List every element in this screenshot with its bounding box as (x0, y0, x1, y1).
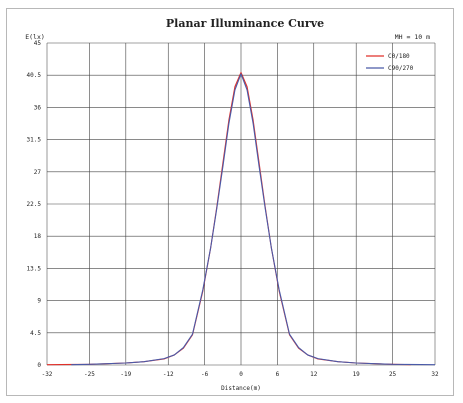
y-tick-label: 40.5 (27, 72, 42, 79)
x-tick-label: -6 (201, 371, 209, 378)
x-tick-label: -25 (84, 371, 95, 378)
series-line-c90-270 (71, 73, 436, 366)
x-tick-label: -19 (120, 371, 131, 378)
y-tick-label: 45 (34, 40, 42, 47)
chart-grid (46, 42, 436, 366)
x-tick-label: -32 (42, 371, 53, 378)
y-tick-label: 27 (34, 169, 42, 176)
x-tick-label: 12 (310, 371, 318, 378)
legend-label-c0: C0/180 (388, 53, 410, 60)
series-lines (46, 71, 436, 366)
x-tick-label: -12 (163, 371, 174, 378)
y-tick-label: 22.5 (27, 201, 42, 208)
y-tick-label: 4.5 (30, 330, 41, 337)
chart-frame: Planar Illuminance Curve E(lx) MH = 10 m… (6, 8, 454, 396)
y-tick-label: 36 (34, 104, 42, 111)
x-tick-label: 0 (239, 371, 243, 378)
y-tick-label: 9 (37, 298, 41, 305)
chart-svg: Planar Illuminance Curve E(lx) MH = 10 m… (25, 17, 439, 392)
mh-annotation: MH = 10 m (395, 33, 430, 41)
chart-title: Planar Illuminance Curve (166, 17, 324, 30)
x-tick-label: 19 (353, 371, 361, 378)
legend-label-c90: C90/270 (388, 65, 414, 72)
y-tick-label: 13.5 (27, 265, 42, 272)
legend: C0/180 C90/270 (366, 53, 414, 72)
y-tick-label: 31.5 (27, 137, 42, 144)
x-tick-label: 6 (276, 371, 280, 378)
y-tick-label: 18 (34, 233, 42, 240)
x-tick-label: 25 (389, 371, 397, 378)
x-tick-labels: -32 -25 -19 -12 -6 0 6 12 19 25 32 (42, 371, 439, 378)
y-axis-label: E(lx) (25, 33, 45, 41)
y-tick-label: 0 (37, 362, 41, 369)
y-tick-labels: 0 4.5 9 13.5 18 22.5 27 31.5 36 40.5 45 (27, 40, 42, 369)
x-tick-label: 32 (431, 371, 439, 378)
x-axis-label: Distance(m) (221, 385, 261, 392)
